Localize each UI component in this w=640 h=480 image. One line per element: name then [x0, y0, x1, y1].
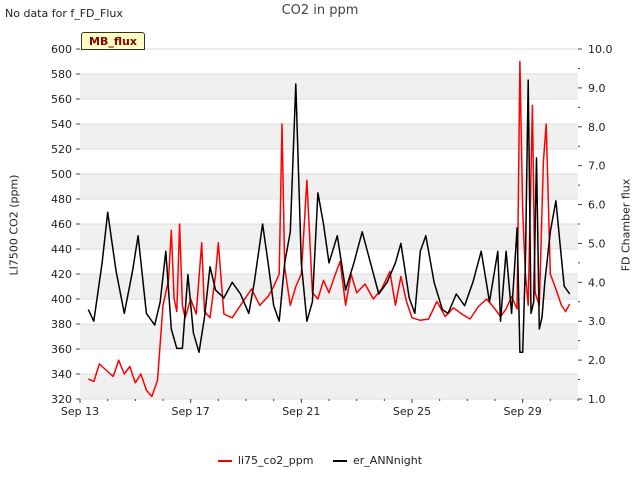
- axes: 320 340 360 380 400 420 440 460 480 500 520 540 560 5…: [51, 43, 613, 418]
- chart-title: CO2 in ppm: [281, 3, 359, 18]
- x-tick-label: Sep 25: [393, 405, 431, 418]
- grid-band: [80, 224, 578, 249]
- y-tick-label: 380: [51, 318, 72, 331]
- y-tick-label: 480: [51, 193, 72, 206]
- no-data-text: No data for f_FD_Flux: [5, 7, 123, 20]
- y-axis-label-left: LI7500 CO2 (ppm): [7, 174, 21, 276]
- grid-band: [80, 374, 578, 399]
- legend-label-li75: li75_co2_ppm: [237, 454, 314, 467]
- grid-band: [80, 324, 578, 349]
- y2-tick-label: 4.0: [588, 276, 606, 289]
- series-lines: [87, 60, 571, 398]
- x-tick-label: Sep 13: [61, 405, 99, 418]
- legend-label-er-annnight: er_ANNnight: [353, 454, 423, 467]
- y2-tick-label: 9.0: [588, 82, 606, 95]
- y-tick-label: 440: [51, 243, 72, 256]
- y-tick-label: 500: [51, 168, 72, 181]
- series-line-er-annnight: [87, 79, 571, 354]
- y2-tick-label: 7.0: [588, 160, 606, 173]
- legend-swatch-er-annnight: [333, 460, 347, 462]
- y-tick-label: 580: [51, 68, 72, 81]
- y2-tick-label: 2.0: [588, 354, 606, 367]
- y-tick-label: 460: [51, 218, 72, 231]
- mb-flux-badge: MB_flux: [81, 32, 145, 50]
- y2-tick-label: 6.0: [588, 199, 606, 212]
- grid-band: [80, 74, 578, 99]
- y-tick-label: 400: [51, 293, 72, 306]
- y2-tick-label: 3.0: [588, 315, 606, 328]
- y2-tick-label: 5.0: [588, 237, 606, 250]
- grid-bands: [80, 48, 578, 400]
- legend-item-er-annnight: er_ANNnight: [333, 454, 422, 467]
- grid-band: [80, 124, 578, 149]
- y-tick-label: 420: [51, 268, 72, 281]
- x-tick-label: Sep 21: [282, 405, 320, 418]
- y-tick-label: 340: [51, 368, 72, 381]
- x-tick-label: Sep 29: [504, 405, 542, 418]
- y2-tick-label: 8.0: [588, 121, 606, 134]
- y-axis-label-right: FD Chamber flux: [619, 178, 633, 272]
- legend: li75_co2_ppm er_ANNnight: [0, 454, 640, 467]
- y-tick-label: 320: [51, 393, 72, 406]
- series-line-li75-co2-ppm: [87, 60, 571, 398]
- legend-swatch-li75: [217, 460, 232, 462]
- grid-band: [80, 174, 578, 199]
- y-tick-label: 600: [51, 43, 72, 56]
- y-tick-label: 520: [51, 143, 72, 156]
- y-tick-label: 360: [51, 343, 72, 356]
- y-tick-label: 540: [51, 118, 72, 131]
- y2-tick-label: 1.0: [588, 393, 606, 406]
- y2-tick-label: 10.0: [588, 43, 613, 56]
- legend-item-li75: li75_co2_ppm: [217, 454, 314, 467]
- y-tick-label: 560: [51, 93, 72, 106]
- x-tick-label: Sep 17: [172, 405, 210, 418]
